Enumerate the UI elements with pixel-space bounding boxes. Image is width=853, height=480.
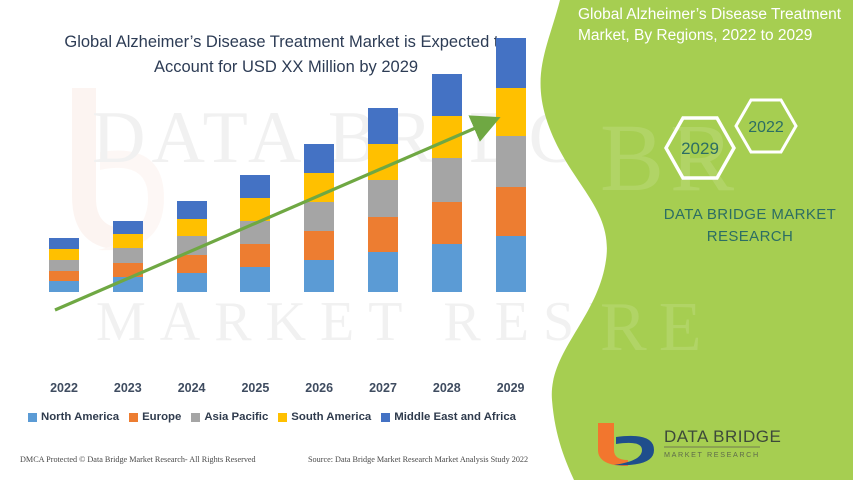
bar-segment-south-america [240, 197, 271, 221]
legend-label-north-america: North America [41, 411, 120, 423]
legend-swatch-asia-pacific [191, 412, 201, 422]
legend-item-asia-pacific[interactable]: Asia Pacific [191, 411, 268, 423]
bar-segment-south-america [495, 87, 526, 137]
bar-segment-middle-east-and-africa [240, 174, 271, 198]
hexagon-2029-label: 2029 [681, 139, 719, 158]
bar-segment-asia-pacific [49, 260, 79, 272]
bar-segment-asia-pacific [304, 201, 335, 232]
data-bridge-logo: DATA BRIDGE MARKET RESEARCH [592, 420, 792, 468]
bar-segment-europe [304, 231, 335, 261]
bar-segment-europe [49, 271, 79, 282]
footer-source: Source: Data Bridge Market Research Mark… [308, 455, 529, 464]
bar-segment-north-america [304, 260, 335, 292]
bar-segment-south-america [368, 144, 398, 180]
panel-title: Global Alzheimer’s Disease Treatment Mar… [578, 6, 842, 44]
bar-segment-asia-pacific [176, 236, 207, 256]
bar-2023 [112, 220, 143, 292]
bar-segment-middle-east-and-africa [368, 108, 398, 145]
bar-segment-asia-pacific [495, 136, 526, 187]
hexagon-2022-label: 2022 [748, 119, 784, 136]
bar-segment-middle-east-and-africa [304, 144, 335, 173]
x-axis-label-2027: 2027 [369, 381, 397, 395]
legend-item-europe[interactable]: Europe [129, 411, 181, 423]
bar-segment-europe [176, 255, 207, 274]
legend-swatch-europe [129, 412, 139, 422]
legend-label-asia-pacific: Asia Pacific [204, 411, 269, 423]
bar-segment-north-america [240, 267, 271, 292]
stacked-bar-chart: 2022 2023 2024 2025 2026 2027 2028 2029 [49, 38, 526, 395]
bar-segment-north-america [495, 236, 526, 292]
legend-swatch-middle-east-and-africa [381, 412, 391, 422]
bar-segment-south-america [176, 218, 207, 237]
bar-2024 [176, 200, 207, 292]
bar-segment-middle-east-and-africa [495, 38, 526, 88]
bar-2028 [431, 73, 462, 292]
bar-segment-middle-east-and-africa [49, 238, 79, 250]
bar-segment-asia-pacific [368, 179, 398, 217]
legend-item-south-america[interactable]: South America [278, 411, 371, 423]
bar-segment-asia-pacific [112, 248, 143, 264]
legend-swatch-south-america [278, 412, 288, 422]
bar-segment-europe [431, 201, 462, 245]
x-axis-label-2026: 2026 [305, 381, 334, 395]
bar-segment-europe [112, 263, 143, 278]
logo-text-line-2: MARKET RESEARCH [664, 450, 760, 459]
bar-segment-south-america [431, 116, 462, 159]
brand-text-block: DATA BRIDGE MARKET RESEARCH [640, 204, 853, 248]
bar-segment-middle-east-and-africa [112, 220, 143, 235]
bar-segment-europe [240, 244, 271, 268]
bar-segment-asia-pacific [431, 158, 462, 202]
bar-segment-europe [495, 186, 526, 237]
bar-2026 [304, 144, 335, 292]
legend-label-south-america: South America [291, 411, 372, 423]
legend-item-middle-east-and-africa[interactable]: Middle East and Africa [381, 411, 516, 423]
logo-text-line-1: DATA BRIDGE [664, 427, 781, 446]
bar-segment-europe [368, 216, 398, 253]
bar-segment-south-america [304, 172, 335, 202]
legend-label-europe: Europe [142, 411, 182, 423]
x-axis-label-2023: 2023 [113, 381, 142, 395]
x-axis-label-2022: 2022 [50, 381, 78, 395]
bar-segment-north-america [368, 252, 398, 292]
legend-label-middle-east-and-africa: Middle East and Africa [394, 411, 516, 423]
x-axis-label-2025: 2025 [241, 381, 270, 395]
bar-segment-north-america [49, 281, 79, 292]
bar-2029 [495, 38, 526, 292]
footer-copyright: DMCA Protected © Data Bridge Market Rese… [20, 455, 256, 464]
bar-segment-south-america [112, 234, 143, 249]
page-title: Global Alzheimer’s Disease Treatment Mar… [64, 33, 508, 76]
bar-segment-middle-east-and-africa [431, 73, 462, 117]
logo-b-stem-icon [598, 423, 628, 466]
x-axis-label-2024: 2024 [177, 381, 206, 395]
svg-text:RE: RE [600, 289, 713, 366]
hexagon-group: 2022 2029 [655, 92, 815, 200]
bar-segment-north-america [112, 277, 143, 292]
bar-2022 [49, 238, 79, 292]
bar-2027 [368, 108, 398, 292]
legend-swatch-north-america [28, 412, 37, 422]
bar-segment-asia-pacific [240, 220, 271, 245]
brand-line-1: DATA BRIDGE MARKET [663, 206, 837, 223]
brand-line-2: RESEARCH [706, 228, 794, 245]
bar-segment-middle-east-and-africa [176, 200, 207, 219]
legend-item-north-america[interactable]: North America [28, 411, 119, 423]
x-axis-label-2028: 2028 [432, 381, 461, 395]
x-axis-label-2029: 2029 [496, 381, 525, 395]
bar-2025 [240, 174, 271, 292]
bar-segment-south-america [49, 249, 79, 261]
bar-segment-north-america [431, 244, 462, 292]
bar-segment-north-america [176, 273, 207, 292]
chart-legend: North America Europe Asia Pacific South Ame… [28, 411, 548, 423]
